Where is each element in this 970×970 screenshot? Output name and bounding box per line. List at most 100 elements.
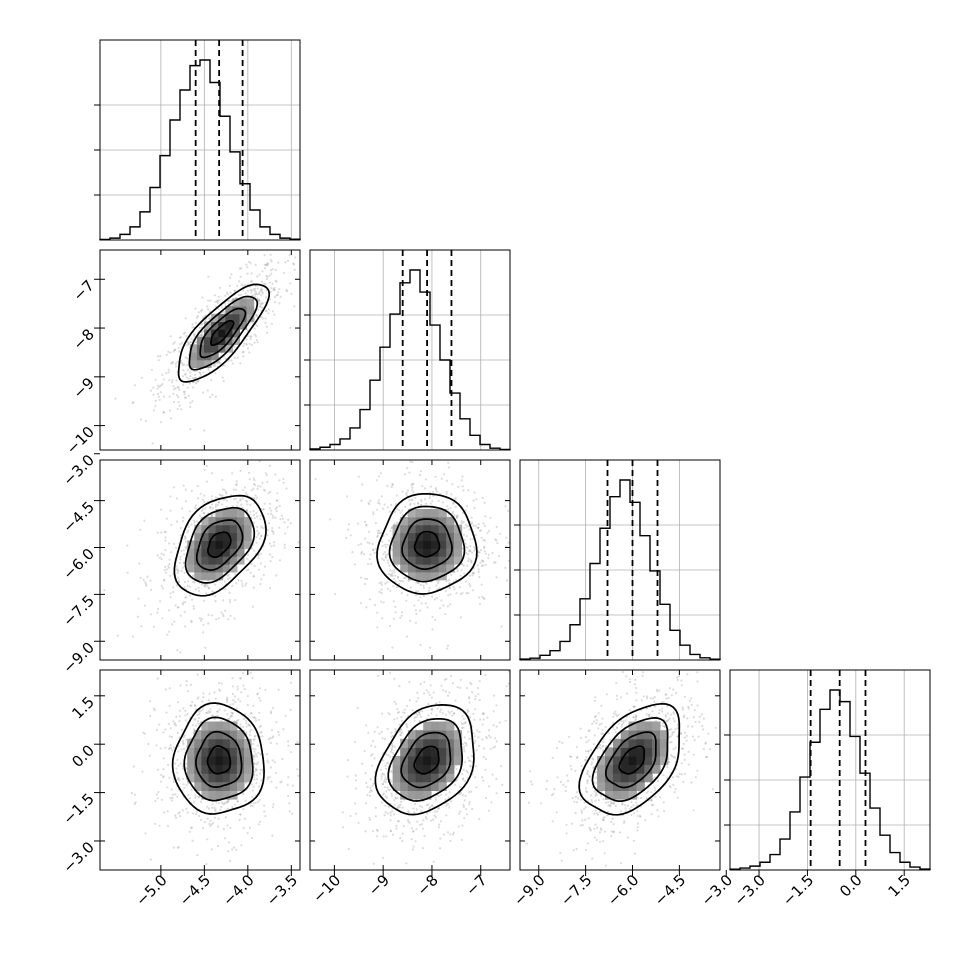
scatter-point <box>389 671 392 675</box>
scatter-point <box>447 710 450 713</box>
scatter-point <box>288 254 291 257</box>
scatter-point <box>184 334 188 338</box>
scatter-point <box>190 340 193 344</box>
density-cell <box>229 721 238 731</box>
scatter-point <box>401 806 404 809</box>
scatter-point <box>253 497 256 500</box>
scatter-point <box>271 759 274 762</box>
scatter-point <box>408 498 411 502</box>
scatter-point <box>236 800 239 803</box>
density-cell <box>201 756 209 766</box>
scatter-point <box>411 709 414 712</box>
scatter-point <box>228 284 231 287</box>
scatter-point <box>277 291 280 294</box>
scatter-point <box>414 609 417 612</box>
scatter-point <box>398 723 401 726</box>
scatter-point <box>252 477 255 480</box>
scatter-point <box>377 499 380 502</box>
scatter-point <box>230 715 233 718</box>
scatter-point <box>197 590 201 593</box>
scatter-point <box>384 738 387 741</box>
scatter-point <box>240 503 243 506</box>
scatter-point <box>444 798 447 801</box>
scatter-point <box>247 723 250 726</box>
histogram-panel-frame <box>309 249 511 451</box>
scatter-point <box>365 577 369 581</box>
scatter-point <box>412 491 415 494</box>
density-cell <box>407 532 417 541</box>
density-cell <box>194 556 202 565</box>
scatter-point <box>160 421 163 424</box>
scatter-point <box>254 719 258 722</box>
scatter-point <box>205 305 209 308</box>
scatter-point <box>419 470 423 473</box>
scatter-point <box>213 362 216 365</box>
density-cell <box>453 540 463 549</box>
density-cell <box>446 516 455 526</box>
scatter-point <box>143 604 146 607</box>
scatter-point <box>417 697 420 700</box>
scatter-point <box>396 586 399 589</box>
scatter-point <box>177 395 180 399</box>
scatter-point <box>245 569 248 572</box>
scatter-point <box>245 509 249 512</box>
scatter-point <box>218 689 222 692</box>
scatter-point <box>372 512 375 516</box>
density-cell <box>201 516 209 526</box>
scatter-point <box>253 293 256 296</box>
density-cell <box>244 764 252 774</box>
scatter-point <box>254 335 258 338</box>
scatter-point <box>376 626 379 629</box>
scatter-point <box>210 379 213 382</box>
scatter-point <box>465 687 468 690</box>
scatter-point <box>272 289 275 292</box>
scatter-point <box>249 712 252 715</box>
scatter-point <box>281 517 284 520</box>
scatter-point <box>254 295 257 298</box>
scatter-point <box>430 804 434 807</box>
scatter-point <box>468 550 471 553</box>
scatter-point <box>401 731 404 734</box>
scatter-point <box>286 783 289 786</box>
scatter-point <box>207 699 211 702</box>
scatter-point <box>479 718 482 721</box>
scatter-point <box>176 701 180 704</box>
scatter-point <box>176 606 179 609</box>
scatter-point <box>249 671 252 675</box>
scatter-point <box>184 714 187 717</box>
scatter-point <box>249 335 252 338</box>
scatter-point <box>423 680 426 684</box>
scatter-point <box>175 715 178 718</box>
scatter-point <box>182 741 185 744</box>
scatter-point <box>364 577 367 580</box>
scatter-point <box>455 514 458 518</box>
scatter-point <box>234 497 237 500</box>
scatter-point <box>186 386 189 389</box>
density-cell <box>446 540 455 549</box>
scatter-point <box>455 767 458 770</box>
scatter-point <box>266 262 269 265</box>
scatter-point <box>173 341 176 344</box>
density-cell <box>415 509 424 518</box>
scatter-point <box>233 498 236 501</box>
scatter-point <box>454 505 457 508</box>
scatter-point <box>401 711 404 714</box>
scatter-point <box>390 485 393 489</box>
scatter-point <box>220 503 224 506</box>
scatter-point <box>364 537 367 540</box>
scatter-point <box>403 711 406 715</box>
scatter-point <box>165 353 168 356</box>
scatter-point <box>193 718 196 721</box>
scatter-point <box>472 572 475 575</box>
scatter-point <box>491 773 494 776</box>
scatter-point <box>283 521 286 524</box>
scatter-point <box>236 284 239 287</box>
scatter-point <box>455 516 459 519</box>
scatter-point <box>267 492 270 495</box>
scatter-point <box>241 671 244 675</box>
scatter-point <box>245 342 248 345</box>
scatter-point <box>253 755 256 759</box>
density-cell <box>187 556 195 565</box>
scatter-point <box>260 316 263 319</box>
scatter-point <box>407 579 410 583</box>
